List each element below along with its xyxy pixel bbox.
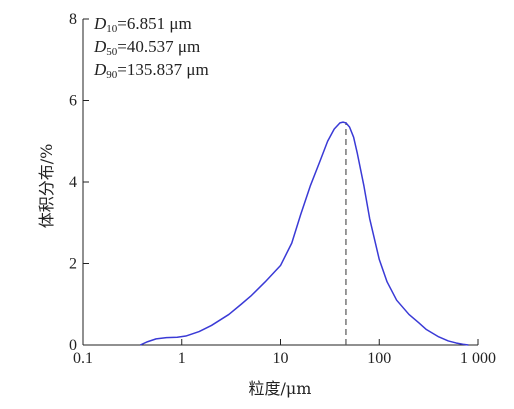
axes <box>82 18 479 346</box>
annotation-d10: D10=6.851 μm <box>93 14 192 35</box>
tick-labels: 0.1 1 10 100 1 000 0 2 4 6 8 <box>69 11 496 367</box>
x-tick-label-1: 1 <box>178 350 186 367</box>
series-group <box>139 121 469 346</box>
distribution-curve <box>139 121 469 346</box>
y-axis-title: 体积分布/% <box>37 144 56 229</box>
x-tick-label-0: 0.1 <box>73 350 93 367</box>
y-tick-label-2: 4 <box>69 174 77 191</box>
y-tick-label-4: 8 <box>69 11 77 28</box>
x-tick-label-4: 1 000 <box>460 350 496 367</box>
y-tick-label-3: 6 <box>69 93 77 110</box>
x-tick-label-2: 10 <box>273 350 289 367</box>
x-axis-title: 粒度/μm <box>249 379 312 398</box>
x-tick-label-3: 100 <box>367 350 391 367</box>
y-tick-label-1: 2 <box>69 256 77 273</box>
y-tick-label-0: 0 <box>69 337 77 354</box>
annotation-d90: D90=135.837 μm <box>93 60 209 81</box>
annotation-d50: D50=40.537 μm <box>93 37 200 58</box>
